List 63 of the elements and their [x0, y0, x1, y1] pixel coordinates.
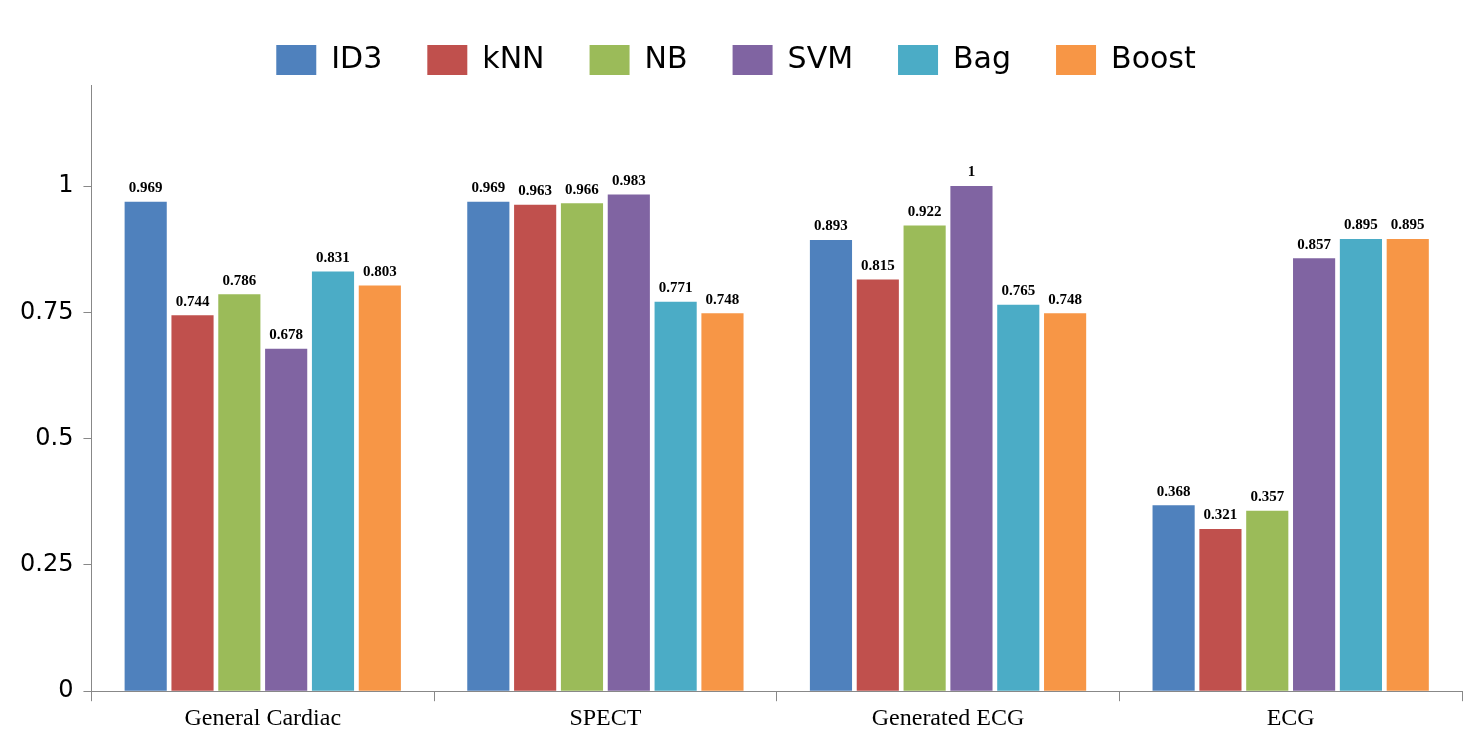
x-tick-label: SPECT — [569, 703, 642, 730]
data-label: 0.678 — [269, 326, 304, 343]
data-label: 0.357 — [1250, 488, 1285, 505]
x-tick-label: ECG — [1266, 703, 1315, 730]
legend-label: kNN — [482, 39, 545, 75]
data-label: 0.857 — [1297, 235, 1332, 252]
bar — [124, 201, 167, 691]
bar — [1246, 510, 1289, 691]
data-label: 0.983 — [611, 172, 646, 188]
bar — [701, 313, 744, 691]
data-label: 0.765 — [1001, 282, 1036, 299]
data-label: 1 — [967, 163, 976, 180]
bar — [997, 304, 1040, 691]
bar — [607, 194, 650, 691]
bar — [358, 285, 401, 691]
y-tick-label: 0.5 — [35, 422, 74, 451]
data-label: 0.969 — [128, 179, 163, 196]
data-label: 0.893 — [814, 217, 848, 234]
data-label: 0.895 — [1390, 216, 1425, 233]
bar — [1386, 239, 1429, 691]
y-tick-label: 0.25 — [20, 549, 74, 578]
bar — [1044, 313, 1087, 691]
bar — [514, 204, 557, 691]
x-tick-label: General Cardiac — [184, 703, 342, 730]
bar — [171, 315, 214, 691]
bar — [1339, 239, 1382, 691]
data-label: 0.922 — [907, 202, 942, 219]
legend-label: ID3 — [331, 39, 383, 75]
data-label: 0.748 — [1048, 290, 1082, 307]
bar — [311, 271, 355, 691]
bar — [809, 240, 853, 691]
bar — [1152, 505, 1195, 691]
data-label: 0.803 — [362, 262, 397, 279]
bar — [856, 279, 899, 691]
y-tick-label: 0 — [58, 675, 74, 704]
data-label: 0.748 — [705, 290, 740, 307]
bar — [560, 203, 604, 691]
data-label: 0.771 — [658, 279, 693, 296]
data-label: 0.786 — [222, 271, 257, 288]
bar — [903, 225, 946, 691]
legend-label: Bag — [953, 39, 1012, 75]
bar — [1199, 529, 1242, 691]
data-label: 0.815 — [860, 256, 895, 273]
data-label: 0.963 — [518, 182, 553, 199]
data-label: 0.831 — [316, 248, 350, 265]
bar — [265, 348, 308, 691]
bar — [1293, 258, 1336, 691]
bar — [218, 294, 261, 691]
bar — [950, 186, 993, 691]
data-label: 0.321 — [1203, 506, 1238, 523]
legend-label: SVM — [787, 39, 854, 75]
legend-label: Boost — [1111, 39, 1196, 75]
data-label: 0.744 — [175, 292, 210, 309]
x-tick-label: Generated ECG — [871, 703, 1025, 730]
bar — [467, 201, 510, 691]
y-tick-label: 1 — [58, 170, 74, 199]
data-label: 0.895 — [1344, 216, 1378, 233]
data-label: 0.368 — [1156, 482, 1191, 499]
bar — [654, 301, 697, 691]
data-label: 0.969 — [471, 179, 506, 196]
data-label: 0.966 — [565, 180, 600, 197]
legend-label: NB — [644, 39, 688, 75]
y-tick-label: 0.75 — [20, 296, 74, 325]
